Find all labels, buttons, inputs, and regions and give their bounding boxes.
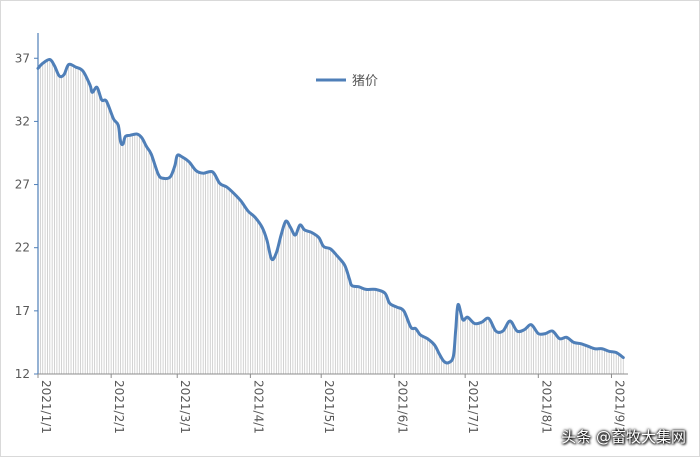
x-tick-label: 2021/4/1: [251, 380, 265, 434]
x-tick-label: 2021/5/1: [322, 380, 336, 434]
legend: 猪价: [316, 74, 378, 89]
y-tick-label: 32: [15, 114, 30, 128]
series-line-pig-price: [36, 58, 625, 365]
y-tick-label: 37: [15, 51, 30, 65]
x-tick-label: 2021/8/1: [539, 380, 553, 434]
drop-lines: [37, 59, 624, 374]
y-axis: 12 17 22 27 32 37: [15, 33, 39, 381]
y-tick-label: 12: [15, 367, 30, 381]
x-axis: 2021/1/1 2021/2/1 2021/3/1 2021/4/1 2021/5/1…: [37, 373, 628, 434]
y-tick-label: 27: [15, 178, 30, 192]
x-tick-label: 2021/9/1: [612, 380, 626, 434]
legend-label: 猪价: [352, 74, 378, 89]
x-tick-label: 2021/7/1: [466, 380, 480, 434]
y-tick-label: 17: [15, 304, 30, 318]
x-tick-label: 2021/3/1: [178, 380, 192, 434]
x-tick-label: 2021/2/1: [112, 380, 126, 434]
watermark: 头条 @畜牧大集网: [561, 428, 686, 446]
y-tick-label: 22: [15, 241, 30, 255]
x-tick-label: 2021/1/1: [39, 380, 53, 434]
x-tick-label: 2021/6/1: [395, 380, 409, 434]
